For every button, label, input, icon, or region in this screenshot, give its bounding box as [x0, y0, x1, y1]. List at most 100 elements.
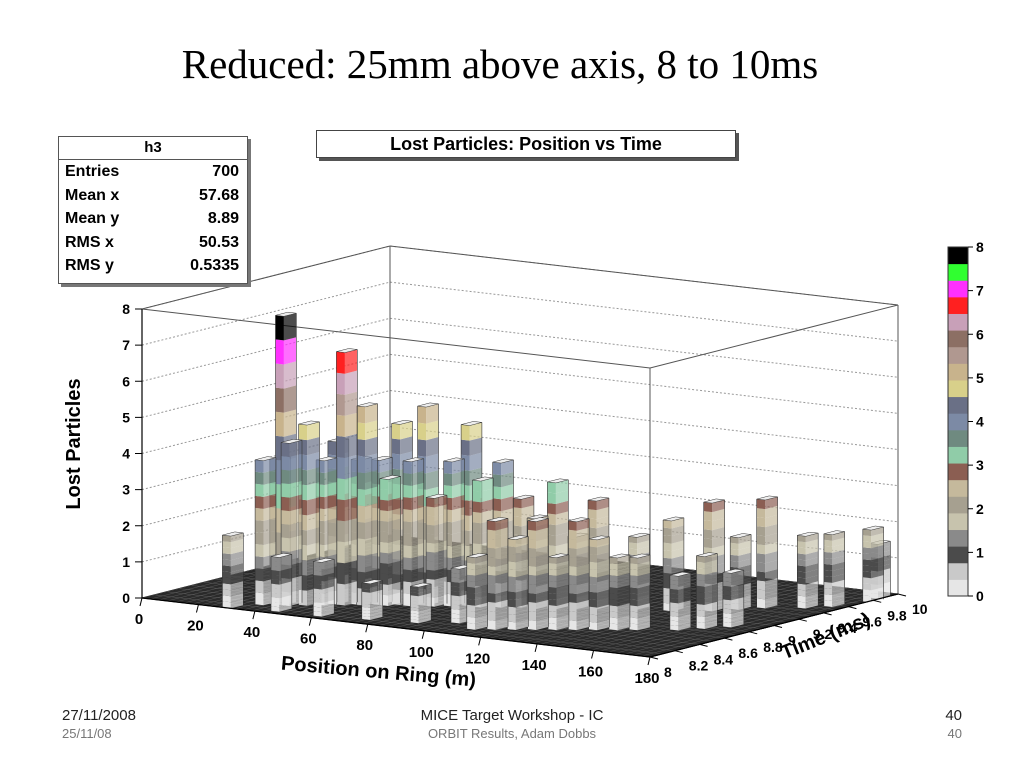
bar-face	[568, 520, 577, 531]
z-tick-label: 7	[122, 337, 130, 353]
bar-face	[403, 545, 412, 559]
bar-side	[283, 361, 297, 389]
bar-side	[617, 572, 630, 583]
bar-face	[361, 609, 371, 614]
bar-face	[609, 557, 618, 564]
bar-face	[410, 610, 419, 615]
bar-side	[321, 590, 335, 599]
bar-face	[730, 554, 739, 562]
bar-face	[313, 602, 322, 608]
bar-face	[588, 527, 597, 538]
bar-face	[222, 535, 231, 543]
bar-side	[555, 490, 569, 504]
x-tick-label: 20	[187, 618, 204, 635]
bar-face	[507, 538, 516, 548]
bar-face	[797, 577, 806, 585]
bar-face	[255, 556, 264, 570]
bar-face	[797, 535, 806, 543]
t-tick-label: 8	[664, 664, 672, 680]
bar-face	[703, 520, 713, 531]
bar-face	[255, 544, 264, 558]
bar-side	[230, 581, 244, 591]
bar-face	[507, 621, 516, 630]
bar-face	[669, 625, 679, 631]
bar-side	[370, 589, 383, 596]
bar-face	[466, 610, 476, 618]
stats-title: h3	[59, 137, 247, 160]
bar-face	[507, 613, 516, 623]
bar-side	[230, 575, 244, 585]
data-bar	[254, 456, 277, 606]
bar-face	[797, 601, 806, 609]
bar-face	[313, 565, 322, 572]
bar-face	[722, 585, 732, 592]
palette-label: 8	[976, 239, 984, 255]
bar-side	[597, 566, 610, 578]
t-tick-label: 9.4	[838, 620, 858, 636]
x-tick	[365, 624, 369, 633]
bar-face	[548, 593, 557, 600]
stats-label: RMS y	[65, 257, 114, 274]
bar-side	[388, 486, 401, 501]
bar-face	[222, 583, 231, 591]
bar-face	[722, 576, 732, 583]
bar-side	[871, 581, 884, 591]
bar-face	[313, 597, 322, 603]
bar-face	[403, 581, 412, 595]
bar-side	[321, 604, 335, 613]
bar-face	[609, 587, 618, 595]
bar-side	[418, 599, 432, 606]
bar-side	[832, 561, 845, 571]
bar-face	[663, 557, 672, 567]
bar-face	[487, 592, 496, 603]
x-tick	[308, 617, 312, 626]
bar-face	[451, 581, 460, 588]
x-tick-label: 80	[356, 637, 373, 654]
bar-face	[548, 611, 557, 618]
bar-face	[696, 591, 705, 599]
bar-face	[403, 557, 412, 571]
bar-side	[230, 532, 244, 543]
data-bar	[361, 579, 384, 620]
bar-side	[765, 596, 778, 609]
bar-face	[472, 543, 481, 555]
bar-side	[805, 575, 819, 585]
bar-side	[515, 574, 529, 585]
bar-side	[637, 597, 651, 607]
bar-face	[403, 593, 412, 607]
bar-side	[480, 499, 494, 513]
bar-side	[712, 518, 725, 531]
t-tick-label: 8.2	[689, 658, 709, 674]
data-bar	[356, 402, 378, 606]
bar-side	[536, 581, 549, 594]
bar-side	[307, 452, 320, 471]
bar-face	[588, 621, 598, 631]
bar-face	[629, 617, 638, 625]
bar-side	[832, 543, 845, 553]
bar-face	[313, 584, 322, 590]
bar-side	[637, 534, 650, 544]
bar-face	[696, 603, 705, 611]
bar-face	[629, 611, 638, 619]
bar-face	[426, 515, 435, 526]
bar-side	[617, 621, 630, 631]
bar-side	[597, 612, 610, 623]
bar-face	[417, 422, 427, 441]
bar-side	[279, 567, 292, 576]
bar-face	[461, 424, 470, 441]
bar-face	[862, 589, 872, 597]
bar-face	[862, 541, 872, 549]
bar-side	[426, 420, 439, 441]
bar-face	[548, 623, 557, 631]
bar-face	[663, 565, 672, 574]
bar-face	[361, 600, 371, 605]
bar-face	[255, 592, 264, 606]
bar-face	[281, 442, 290, 457]
bar-side	[731, 570, 744, 578]
palette-swatch	[948, 529, 968, 547]
bar-side	[344, 560, 358, 585]
bar-face	[361, 594, 371, 599]
bar-side	[289, 521, 302, 539]
t-tick	[699, 643, 708, 647]
bar-side	[289, 535, 302, 552]
